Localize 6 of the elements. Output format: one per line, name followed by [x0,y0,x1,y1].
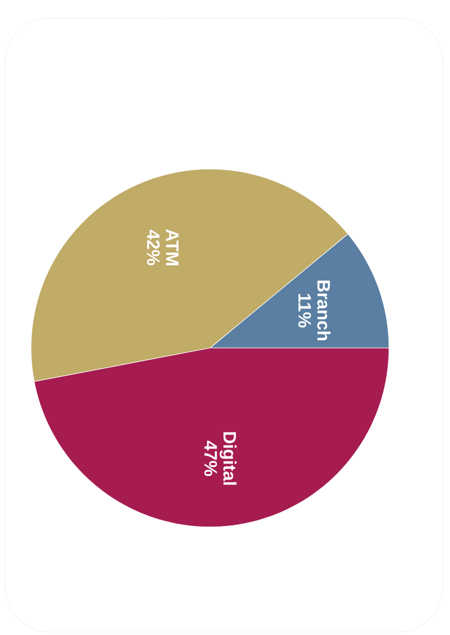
data-label: 11% [298,294,311,328]
slice-label: ATM [166,229,179,266]
data-label: 47% [204,440,218,476]
data-label: 42% [146,230,160,266]
slice-label: Branch [317,280,331,340]
slice-label: Digital [220,432,237,485]
